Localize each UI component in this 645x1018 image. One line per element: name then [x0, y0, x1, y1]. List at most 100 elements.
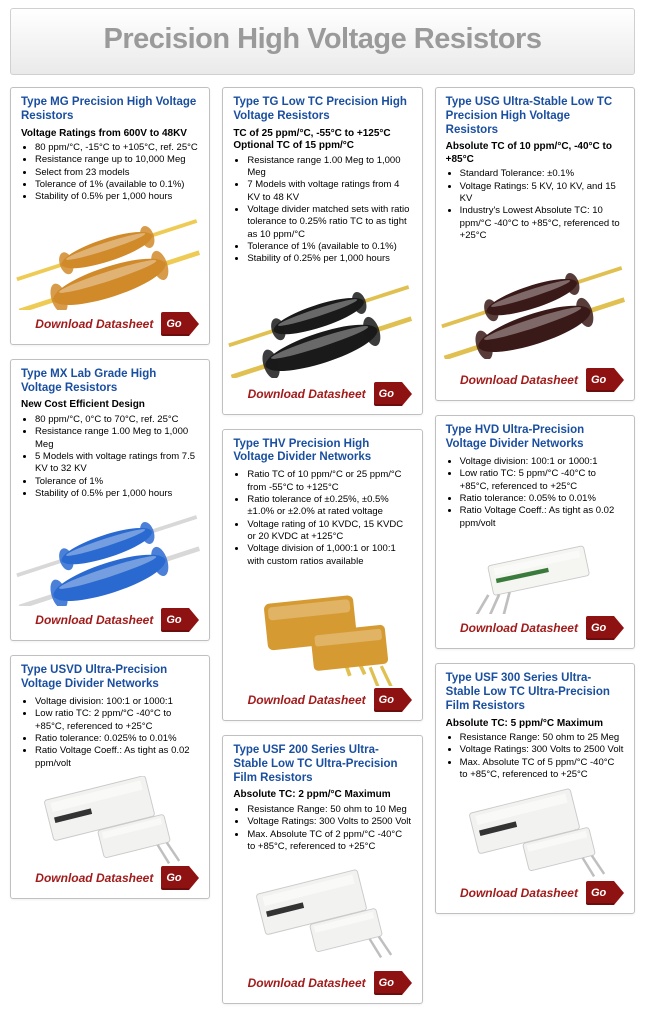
- download-datasheet-link[interactable]: Download Datasheet: [248, 976, 366, 990]
- spec-list: 80 ppm/°C, -15°C to +105°C, ref. 25°CRes…: [21, 142, 199, 204]
- spec-item: Resistance Range: 50 ohm to 25 Meg: [460, 732, 624, 744]
- download-datasheet-link[interactable]: Download Datasheet: [248, 387, 366, 401]
- go-label: Go: [161, 872, 181, 884]
- product-grid: Type MG Precision High Voltage Resistors…: [0, 87, 645, 1018]
- card-footer: Download Datasheet Go: [233, 971, 411, 995]
- product-card: Type USF 300 Series Ultra-Stable Low TC …: [435, 663, 635, 914]
- card-footer: Download Datasheet Go: [21, 312, 199, 336]
- product-card: Type USF 200 Series Ultra-Stable Low TC …: [222, 735, 422, 1004]
- spec-item: Resistance Range: 50 ohm to 10 Meg: [247, 804, 411, 816]
- product-card: Type USG Ultra-Stable Low TC Precision H…: [435, 87, 635, 401]
- spec-item: Standard Tolerance: ±0.1%: [460, 168, 624, 180]
- go-button[interactable]: Go: [586, 881, 624, 905]
- product-card: Type USVD Ultra-Precision Voltage Divide…: [10, 655, 210, 899]
- spec-item: Voltage divider matched sets with ratio …: [247, 204, 411, 241]
- spec-item: Ratio tolerance of ±0.25%, ±0.5% ±1.0% o…: [247, 494, 411, 519]
- card-title: Type MX Lab Grade High Voltage Resistors: [21, 368, 199, 396]
- product-image: [15, 210, 205, 310]
- spec-list: Resistance range 1.00 Meg to 1,000 Meg7 …: [233, 155, 411, 266]
- card-title: Type TG Low TC Precision High Voltage Re…: [233, 96, 411, 124]
- spec-item: Resistance range 1.00 Meg to 1,000 Meg: [247, 155, 411, 180]
- card-subtitle: TC of 25 ppm/°C, -55°C to +125°C Optiona…: [233, 128, 411, 153]
- go-label: Go: [161, 614, 181, 626]
- spec-item: 80 ppm/°C, -15°C to +105°C, ref. 25°C: [35, 142, 199, 154]
- spec-item: Voltage Ratings: 300 Volts to 2500 Volt: [460, 744, 624, 756]
- download-datasheet-link[interactable]: Download Datasheet: [460, 621, 578, 635]
- go-button[interactable]: Go: [374, 688, 412, 712]
- spec-list: Ratio TC of 10 ppm/°C or 25 ppm/°C from …: [233, 469, 411, 568]
- product-card: Type HVD Ultra-Precision Voltage Divider…: [435, 415, 635, 649]
- download-datasheet-link[interactable]: Download Datasheet: [460, 373, 578, 387]
- product-card: Type MG Precision High Voltage Resistors…: [10, 87, 210, 345]
- spec-item: Stability of 0.5% per 1,000 hours: [35, 488, 199, 500]
- download-datasheet-link[interactable]: Download Datasheet: [460, 886, 578, 900]
- go-label: Go: [586, 622, 606, 634]
- go-button[interactable]: Go: [161, 312, 199, 336]
- go-button[interactable]: Go: [586, 368, 624, 392]
- go-label: Go: [374, 977, 394, 989]
- spec-item: Tolerance of 1%: [35, 476, 199, 488]
- card-footer: Download Datasheet Go: [446, 881, 624, 905]
- product-card: Type THV Precision High Voltage Divider …: [222, 429, 422, 721]
- spec-item: Tolerance of 1% (available to 0.1%): [35, 179, 199, 191]
- go-label: Go: [374, 388, 394, 400]
- spec-item: Stability of 0.5% per 1,000 hours: [35, 191, 199, 203]
- spec-item: Resistance range 1.00 Meg to 1,000 Meg: [35, 426, 199, 451]
- card-title: Type USF 300 Series Ultra-Stable Low TC …: [446, 672, 624, 713]
- download-datasheet-link[interactable]: Download Datasheet: [35, 613, 153, 627]
- go-button[interactable]: Go: [374, 971, 412, 995]
- spec-item: Voltage division of 1,000:1 or 100:1 wit…: [247, 543, 411, 568]
- page-title: Precision High Voltage Resistors: [11, 23, 634, 56]
- spec-item: Industry's Lowest Absolute TC: 10 ppm/°C…: [460, 205, 624, 242]
- grid-column: Type MG Precision High Voltage Resistors…: [10, 87, 210, 1004]
- spec-item: Resistance range up to 10,000 Meg: [35, 154, 199, 166]
- card-title: Type THV Precision High Voltage Divider …: [233, 438, 411, 466]
- card-subtitle: Absolute TC: 5 ppm/°C Maximum: [446, 718, 624, 731]
- go-label: Go: [586, 887, 606, 899]
- spec-list: Voltage division: 100:1 or 1000:1Low rat…: [446, 456, 624, 530]
- spec-item: Voltage Ratings: 5 KV, 10 KV, and 15 KV: [460, 181, 624, 206]
- card-footer: Download Datasheet Go: [446, 616, 624, 640]
- product-image: [15, 506, 205, 606]
- page-header: Precision High Voltage Resistors: [10, 8, 635, 75]
- spec-item: Ratio Voltage Coeff.: As tight as 0.02 p…: [35, 745, 199, 770]
- download-datasheet-link[interactable]: Download Datasheet: [248, 693, 366, 707]
- spec-list: Voltage division: 100:1 or 1000:1Low rat…: [21, 696, 199, 770]
- card-footer: Download Datasheet Go: [21, 608, 199, 632]
- go-button[interactable]: Go: [161, 608, 199, 632]
- spec-list: 80 ppm/°C, 0°C to 70°C, ref. 25°CResista…: [21, 414, 199, 500]
- go-label: Go: [374, 694, 394, 706]
- card-footer: Download Datasheet Go: [21, 866, 199, 890]
- product-image: [227, 859, 417, 969]
- spec-item: 7 Models with voltage ratings from 4 KV …: [247, 179, 411, 204]
- spec-item: Voltage division: 100:1 or 1000:1: [460, 456, 624, 468]
- spec-item: Voltage rating of 10 KVDC, 15 KVDC or 20…: [247, 519, 411, 544]
- product-card: Type MX Lab Grade High Voltage Resistors…: [10, 359, 210, 642]
- spec-item: Ratio TC of 10 ppm/°C or 25 ppm/°C from …: [247, 469, 411, 494]
- spec-item: Stability of 0.25% per 1,000 hours: [247, 253, 411, 265]
- go-button[interactable]: Go: [374, 382, 412, 406]
- product-image: [227, 574, 417, 686]
- card-footer: Download Datasheet Go: [233, 382, 411, 406]
- card-footer: Download Datasheet Go: [446, 368, 624, 392]
- spec-list: Resistance Range: 50 ohm to 25 MegVoltag…: [446, 732, 624, 781]
- spec-item: Ratio tolerance: 0.025% to 0.01%: [35, 733, 199, 745]
- spec-item: Max. Absolute TC of 5 ppm/°C -40°C to +8…: [460, 757, 624, 782]
- card-title: Type USVD Ultra-Precision Voltage Divide…: [21, 664, 199, 692]
- product-image: [15, 776, 205, 864]
- product-image: [440, 248, 630, 366]
- spec-list: Standard Tolerance: ±0.1%Voltage Ratings…: [446, 168, 624, 242]
- spec-list: Resistance Range: 50 ohm to 10 MegVoltag…: [233, 804, 411, 853]
- spec-item: Voltage division: 100:1 or 1000:1: [35, 696, 199, 708]
- spec-item: Select from 23 models: [35, 167, 199, 179]
- card-footer: Download Datasheet Go: [233, 688, 411, 712]
- card-title: Type USF 200 Series Ultra-Stable Low TC …: [233, 744, 411, 785]
- download-datasheet-link[interactable]: Download Datasheet: [35, 317, 153, 331]
- spec-item: 5 Models with voltage ratings from 7.5 K…: [35, 451, 199, 476]
- card-subtitle: Absolute TC of 10 ppm/°C, -40°C to +85°C: [446, 141, 624, 166]
- go-button[interactable]: Go: [161, 866, 199, 890]
- go-button[interactable]: Go: [586, 616, 624, 640]
- card-title: Type USG Ultra-Stable Low TC Precision H…: [446, 96, 624, 137]
- spec-item: 80 ppm/°C, 0°C to 70°C, ref. 25°C: [35, 414, 199, 426]
- download-datasheet-link[interactable]: Download Datasheet: [35, 871, 153, 885]
